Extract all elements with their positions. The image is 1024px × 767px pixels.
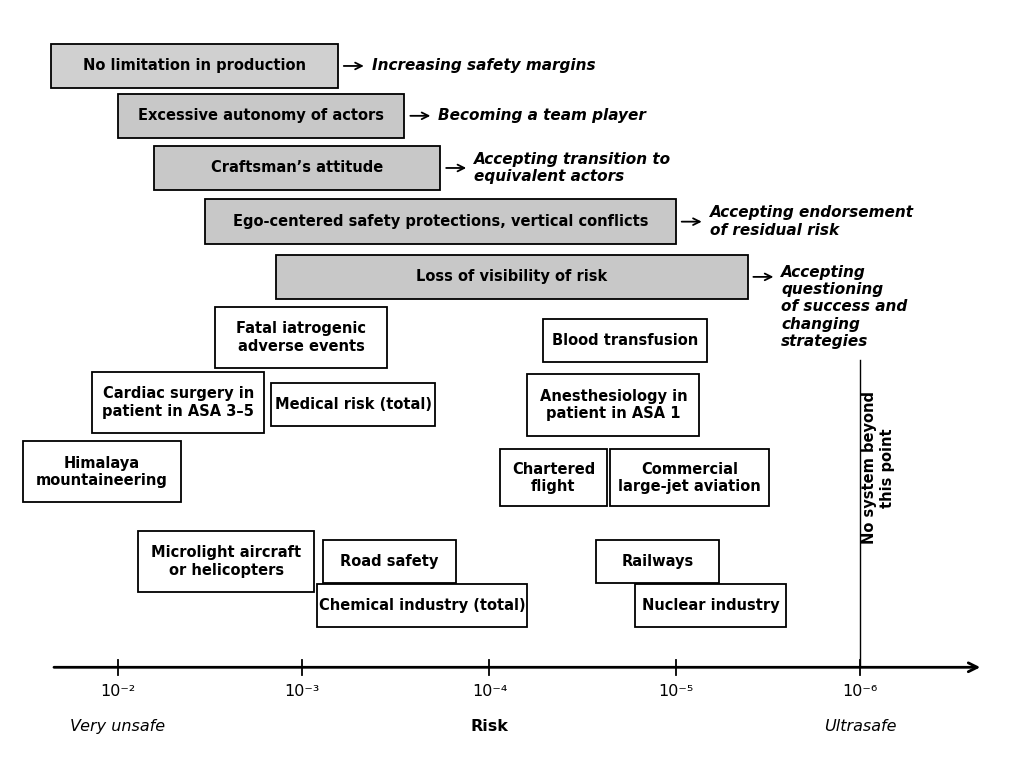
- FancyBboxPatch shape: [138, 531, 314, 592]
- Text: Craftsman’s attitude: Craftsman’s attitude: [211, 160, 383, 176]
- FancyBboxPatch shape: [543, 319, 707, 362]
- FancyBboxPatch shape: [610, 449, 769, 506]
- Text: Increasing safety margins: Increasing safety margins: [372, 58, 595, 74]
- FancyBboxPatch shape: [51, 44, 338, 88]
- Text: Cardiac surgery in
patient in ASA 3–5: Cardiac surgery in patient in ASA 3–5: [102, 387, 254, 419]
- Text: Risk: Risk: [471, 719, 508, 735]
- Text: Commercial
large-jet aviation: Commercial large-jet aviation: [618, 462, 761, 494]
- Text: Blood transfusion: Blood transfusion: [552, 333, 697, 348]
- FancyBboxPatch shape: [527, 374, 699, 436]
- Text: Accepting endorsement
of residual risk: Accepting endorsement of residual risk: [710, 206, 913, 238]
- FancyBboxPatch shape: [271, 383, 435, 426]
- Text: Fatal iatrogenic
adverse events: Fatal iatrogenic adverse events: [237, 321, 366, 354]
- Text: Nuclear industry: Nuclear industry: [642, 598, 779, 614]
- FancyBboxPatch shape: [635, 584, 786, 627]
- Text: No limitation in production: No limitation in production: [83, 58, 306, 74]
- Text: 10⁻⁴: 10⁻⁴: [472, 684, 507, 700]
- FancyBboxPatch shape: [118, 94, 404, 138]
- Text: Medical risk (total): Medical risk (total): [274, 397, 432, 412]
- Text: 10⁻⁵: 10⁻⁵: [658, 684, 693, 700]
- FancyBboxPatch shape: [276, 255, 748, 299]
- FancyBboxPatch shape: [596, 540, 719, 583]
- Text: Accepting
questioning
of success and
changing
strategies: Accepting questioning of success and cha…: [781, 265, 907, 349]
- FancyBboxPatch shape: [154, 146, 440, 190]
- Text: Ego-centered safety protections, vertical conflicts: Ego-centered safety protections, vertica…: [232, 214, 648, 229]
- Text: Chemical industry (total): Chemical industry (total): [319, 598, 525, 614]
- Text: Railways: Railways: [622, 554, 693, 569]
- FancyBboxPatch shape: [317, 584, 527, 627]
- Text: Ultrasafe: Ultrasafe: [824, 719, 896, 735]
- Text: No system beyond
this point: No system beyond this point: [862, 391, 895, 545]
- Text: Accepting transition to
equivalent actors: Accepting transition to equivalent actor…: [474, 152, 672, 184]
- Text: Himalaya
mountaineering: Himalaya mountaineering: [36, 456, 168, 488]
- Text: Very unsafe: Very unsafe: [71, 719, 165, 735]
- Text: Road safety: Road safety: [340, 554, 438, 569]
- Text: Anesthesiology in
patient in ASA 1: Anesthesiology in patient in ASA 1: [540, 389, 687, 421]
- FancyBboxPatch shape: [205, 199, 676, 244]
- Text: Excessive autonomy of actors: Excessive autonomy of actors: [138, 108, 384, 123]
- Text: Loss of visibility of risk: Loss of visibility of risk: [417, 269, 607, 285]
- Text: 10⁻³: 10⁻³: [285, 684, 319, 700]
- FancyBboxPatch shape: [92, 372, 264, 433]
- Text: 10⁻⁶: 10⁻⁶: [843, 684, 878, 700]
- Text: 10⁻²: 10⁻²: [100, 684, 135, 700]
- Text: Chartered
flight: Chartered flight: [512, 462, 595, 494]
- FancyBboxPatch shape: [323, 540, 456, 583]
- Text: Becoming a team player: Becoming a team player: [438, 108, 646, 123]
- FancyBboxPatch shape: [23, 441, 181, 502]
- FancyBboxPatch shape: [215, 307, 387, 368]
- Text: Microlight aircraft
or helicopters: Microlight aircraft or helicopters: [152, 545, 301, 578]
- FancyBboxPatch shape: [500, 449, 607, 506]
